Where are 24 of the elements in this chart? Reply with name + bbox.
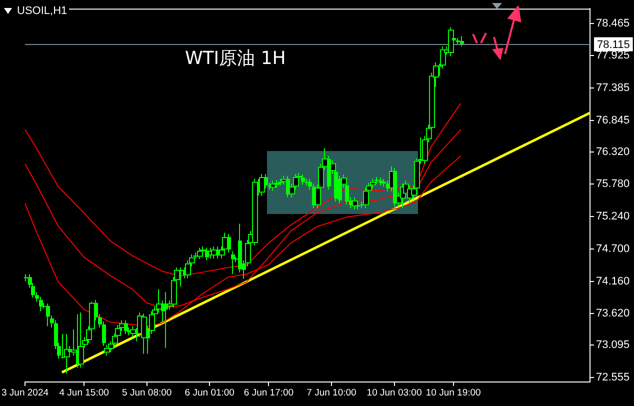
- x-tick-label: 3 Jun 2024: [1, 387, 49, 398]
- y-tick-label: 76.320: [596, 146, 630, 158]
- x-tick-label: 10 Jun 19:00: [426, 387, 481, 398]
- y-tick-label: 76.845: [596, 114, 630, 126]
- x-tick-label: 6 Jun 01:00: [184, 387, 234, 398]
- y-tick-label: 75.780: [596, 178, 630, 190]
- x-tick-label: 5 Jun 08:00: [122, 387, 172, 398]
- y-tick-label: 77.925: [596, 50, 630, 62]
- x-tick-label: 6 Jun 17:00: [244, 387, 294, 398]
- chart-title: USOIL,H1: [15, 5, 70, 17]
- candlestick: [141, 313, 147, 354]
- y-tick-label: 75.240: [596, 210, 630, 223]
- y-tick-label: 74.700: [596, 242, 630, 255]
- y-tick-label: 78.465: [596, 17, 630, 30]
- x-tick-label: 10 Jun 03:00: [366, 387, 422, 398]
- annotation: WTI原油 1H: [185, 47, 286, 70]
- ref-line-label: 78.115: [597, 38, 630, 51]
- x-tick-label: 4 Jun 15:00: [59, 387, 109, 398]
- y-tick-label: 73.620: [596, 308, 630, 320]
- y-tick-label: 72.555: [596, 372, 630, 384]
- y-tick-label: 74.160: [596, 275, 630, 288]
- y-tick-label: 73.095: [596, 339, 630, 352]
- y-tick-label: 77.385: [596, 82, 630, 94]
- x-tick-label: 7 Jun 10:00: [306, 387, 356, 398]
